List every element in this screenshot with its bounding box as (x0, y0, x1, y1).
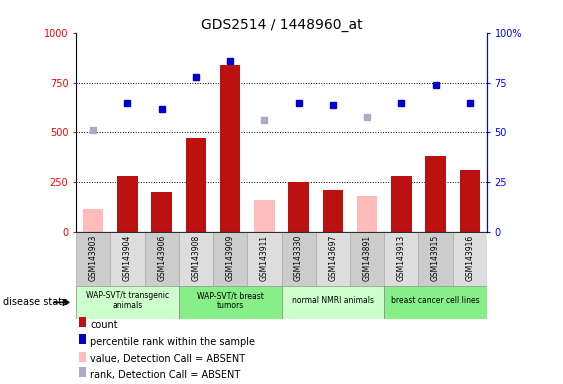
Bar (110, 232, 145, 286)
Text: GSM143909: GSM143909 (226, 235, 235, 281)
Bar (282, 286, 384, 319)
Bar (76, 286, 179, 319)
Text: GSM143911: GSM143911 (260, 235, 269, 281)
Bar (357, 196, 377, 232)
Text: GSM143913: GSM143913 (397, 235, 406, 281)
Bar (418, 232, 453, 286)
Title: GDS2514 / 1448960_at: GDS2514 / 1448960_at (200, 18, 363, 31)
Text: GSM143908: GSM143908 (191, 235, 200, 281)
Bar (426, 156, 446, 232)
Bar (385, 232, 418, 286)
Bar (453, 232, 487, 286)
Text: GSM143906: GSM143906 (157, 235, 166, 281)
Text: WAP-SVT/t breast
tumors: WAP-SVT/t breast tumors (196, 291, 263, 311)
Text: GSM143903: GSM143903 (88, 235, 97, 281)
Bar (117, 176, 138, 232)
Bar (179, 286, 282, 319)
Text: WAP-SVT/t transgenic
animals: WAP-SVT/t transgenic animals (86, 291, 169, 311)
Text: GSM143904: GSM143904 (123, 235, 132, 281)
Bar (145, 232, 179, 286)
Bar (316, 232, 350, 286)
Bar (220, 65, 240, 232)
Text: normal NMRI animals: normal NMRI animals (292, 296, 374, 305)
Text: breast cancer cell lines: breast cancer cell lines (391, 296, 480, 305)
Bar (213, 232, 247, 286)
Text: disease state: disease state (3, 297, 68, 308)
Bar (350, 232, 384, 286)
Text: GSM143891: GSM143891 (363, 235, 372, 281)
Bar (186, 139, 206, 232)
Text: GSM143330: GSM143330 (294, 235, 303, 281)
Bar (459, 170, 480, 232)
Bar (254, 200, 275, 232)
Bar (323, 190, 343, 232)
Bar (151, 192, 172, 232)
Bar (385, 286, 487, 319)
Bar (282, 232, 316, 286)
Bar (247, 232, 282, 286)
Bar (391, 176, 412, 232)
Text: count: count (90, 320, 118, 330)
Text: value, Detection Call = ABSENT: value, Detection Call = ABSENT (90, 354, 245, 364)
Text: percentile rank within the sample: percentile rank within the sample (90, 337, 255, 347)
Bar (288, 182, 309, 232)
Bar (76, 232, 110, 286)
Text: rank, Detection Call = ABSENT: rank, Detection Call = ABSENT (90, 370, 240, 380)
Bar (83, 209, 104, 232)
Text: GSM143915: GSM143915 (431, 235, 440, 281)
Text: GSM143697: GSM143697 (328, 235, 337, 281)
Text: GSM143916: GSM143916 (466, 235, 475, 281)
Bar (179, 232, 213, 286)
